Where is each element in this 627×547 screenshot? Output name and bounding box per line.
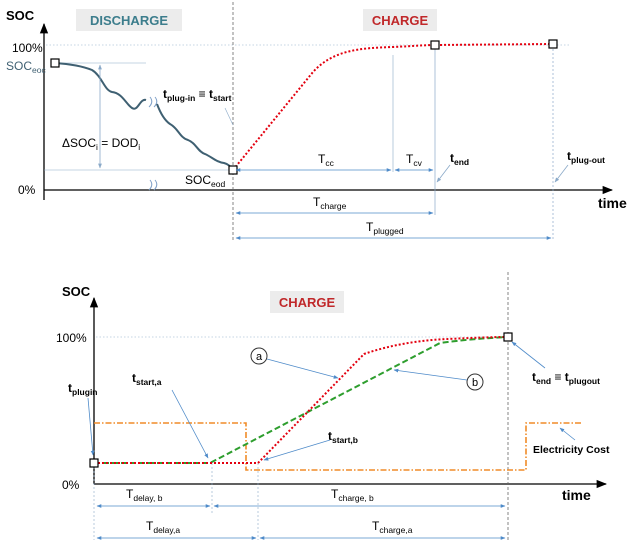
t-plug-in-pointer — [224, 107, 234, 126]
electricity-cost-pointer — [559, 427, 576, 441]
bottom-tick-0: 0% — [62, 478, 80, 492]
curve-b-badge — [466, 373, 484, 391]
top-y-axis-label: SOC — [6, 8, 35, 23]
t-start-a-pointer — [171, 389, 209, 459]
t-charge-label: Tcharge — [313, 195, 347, 211]
top-tick-100: 100% — [12, 41, 43, 55]
t-charge-a-label: Tcharge,a — [372, 519, 413, 535]
t-plugin-label: tplugin — [68, 381, 98, 397]
discharge-box — [76, 9, 182, 31]
curve-a-red — [94, 336, 509, 464]
soc-eod-label: SOCeod — [185, 173, 225, 189]
curve-b-letter: b — [472, 377, 478, 389]
t-end-plugout-marker — [503, 332, 513, 342]
discharge-curve — [54, 62, 234, 171]
curve-a-letter: a — [256, 351, 263, 363]
t-start-b-label: tstart,b — [328, 429, 358, 445]
t-plugged-label: Tplugged — [366, 220, 404, 236]
top-charge-curve — [232, 43, 554, 171]
top-charge-box — [363, 9, 437, 31]
top-diagram: SOC time 100% 0% DISCHARGE CHARGE — [6, 2, 627, 240]
electricity-cost-label: Electricity Cost — [533, 444, 610, 456]
bottom-tick-100: 100% — [56, 331, 87, 345]
top-axis-break — [148, 96, 158, 191]
bottom-charge-label: CHARGE — [279, 295, 336, 310]
t-start-a-label: tstart,a — [132, 371, 162, 387]
electricity-cost-curve — [94, 422, 582, 471]
t-charge-b-label: Tcharge, b — [331, 487, 374, 503]
top-tick-0: 0% — [18, 183, 36, 197]
curve-a-badge — [250, 347, 268, 365]
delta-soc-label: ΔSOCi = DODi — [62, 136, 140, 152]
soc-eoc-marker — [50, 58, 60, 68]
discharge-label: DISCHARGE — [90, 13, 168, 28]
t-plugin-pointer — [87, 397, 95, 456]
bottom-diagram: SOC time 100% 0% CHARGE a b — [56, 272, 610, 540]
soc-eoc-label: SOCeoc — [6, 59, 46, 75]
curve-b-green — [94, 336, 509, 464]
soc-eod-marker — [228, 165, 238, 175]
t-end-plugout-label: tend ≡ tplugout — [532, 370, 600, 386]
top-charge-label: CHARGE — [372, 13, 429, 28]
top-x-axis-label: time — [598, 195, 627, 211]
t-plug-in-label: tplug-in ≡ tstart — [163, 87, 232, 103]
t-plug-out-label: tplug-out — [567, 149, 605, 165]
t-delay-a-label: Tdelay,a — [146, 519, 180, 535]
t-cv-label: Tcv — [406, 152, 423, 168]
t-delay-b-label: Tdelay, b — [126, 487, 163, 503]
t-plugin-marker — [89, 458, 99, 468]
t-end-label: tend — [450, 151, 469, 167]
t-plug-out-pointer — [554, 164, 569, 183]
t-start-b-pointer — [263, 439, 331, 461]
t-end-plugout-pointer — [511, 341, 546, 369]
bottom-x-axis-label: time — [562, 487, 591, 503]
t-end-pointer — [436, 164, 451, 183]
bottom-charge-box — [270, 291, 344, 313]
t-plug-out-marker — [548, 39, 558, 49]
t-cc-label: Tcc — [318, 152, 335, 168]
t-end-marker — [430, 40, 440, 50]
curve-b-pointer — [393, 368, 468, 381]
bottom-y-axis-label: SOC — [62, 284, 91, 299]
curve-a-pointer — [266, 358, 339, 379]
